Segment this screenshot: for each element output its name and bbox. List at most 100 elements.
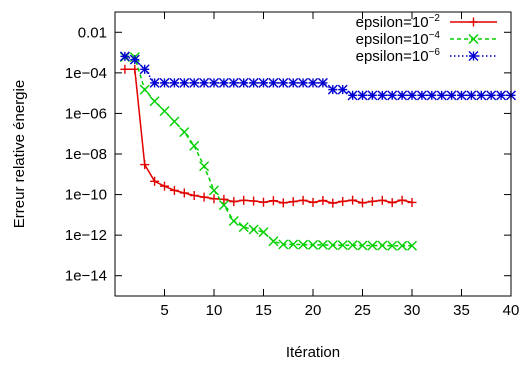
data-point [347, 240, 358, 251]
legend-label: epsilon=10−4 [356, 30, 441, 48]
data-point [258, 227, 269, 238]
data-point [466, 90, 477, 101]
x-tick-label: 30 [404, 302, 421, 319]
plot-frame [114, 11, 512, 297]
x-tick-label: 5 [160, 302, 168, 319]
x-tick-label: 35 [453, 302, 470, 319]
data-point [228, 77, 239, 88]
data-point [397, 240, 408, 251]
data-point [288, 197, 298, 207]
data-point [189, 190, 199, 200]
data-point [278, 77, 289, 88]
series-0 [120, 64, 417, 208]
data-point [298, 195, 308, 205]
data-point [397, 90, 408, 101]
data-point [367, 90, 378, 101]
data-point [486, 90, 497, 101]
data-point [357, 90, 368, 101]
data-point [120, 64, 130, 74]
legend-label: epsilon=10−6 [356, 47, 441, 65]
y-tick-label: 1e−06 [65, 105, 107, 122]
data-point [149, 96, 160, 107]
data-point [367, 196, 377, 206]
y-tick-label: 0.01 [78, 24, 107, 41]
data-point [229, 197, 239, 207]
data-point [338, 196, 348, 206]
data-point [387, 90, 398, 101]
data-point [129, 54, 140, 65]
data-point [119, 51, 130, 62]
data-point [357, 240, 368, 251]
x-tick-labels: 5 10 15 20 25 30 35 40 [160, 302, 519, 319]
data-point [169, 185, 179, 195]
data-point [199, 77, 210, 88]
data-point [139, 64, 150, 75]
data-point [288, 77, 299, 88]
data-point [358, 198, 367, 208]
legend-swatch [450, 17, 497, 27]
data-point [169, 116, 180, 127]
data-point [268, 196, 278, 206]
data-point [150, 176, 160, 186]
data-point [308, 239, 318, 250]
data-point [189, 140, 200, 151]
data-point [298, 77, 309, 88]
data-point [159, 77, 170, 88]
data-point [248, 77, 259, 88]
data-point [189, 77, 200, 88]
data-point [348, 195, 358, 205]
y-axis-label: Erreur relative énergie [11, 80, 28, 228]
data-point [278, 198, 288, 208]
data-point [278, 239, 289, 250]
data-point [268, 236, 279, 247]
data-point [179, 77, 190, 88]
legend-swatch [450, 51, 497, 61]
data-point [446, 90, 457, 101]
data-point [407, 197, 417, 207]
x-tick-label: 20 [305, 302, 322, 319]
ticks-layer [115, 12, 512, 296]
data-point [476, 90, 487, 101]
data-point [318, 196, 328, 206]
data-point [140, 160, 150, 170]
data-point [199, 192, 209, 202]
data-point [209, 185, 219, 196]
x-axis-label: Itération [286, 344, 340, 361]
data-point [160, 181, 169, 191]
data-point [248, 224, 259, 235]
data-point [239, 195, 249, 205]
data-point [298, 239, 309, 250]
data-point [426, 90, 437, 101]
data-point [328, 198, 338, 208]
data-point [347, 90, 358, 101]
data-point [169, 77, 180, 88]
data-point [416, 90, 427, 101]
series-layer [119, 51, 516, 251]
data-point [407, 240, 417, 251]
data-point [367, 240, 378, 251]
y-tick-label: 1e−10 [65, 187, 107, 204]
y-tick-labels: 0.01 1e−04 1e−06 1e−08 1e−10 1e−12 1e−14 [65, 24, 107, 284]
x-tick-label: 25 [354, 302, 371, 319]
data-point [337, 84, 348, 95]
data-point [377, 90, 388, 101]
data-point [337, 240, 348, 251]
data-point [258, 77, 269, 88]
series-2 [119, 51, 516, 101]
data-point [249, 196, 259, 206]
data-point [209, 194, 219, 204]
legend-label: epsilon=10−2 [356, 13, 441, 31]
legend-swatch [450, 34, 497, 44]
data-point [317, 77, 328, 88]
data-point [288, 239, 299, 250]
x-tick-label: 10 [206, 302, 223, 319]
data-point [308, 77, 318, 88]
data-point [159, 106, 170, 117]
y-tick-label: 1e−12 [65, 227, 107, 244]
data-point [179, 127, 190, 138]
data-point [407, 90, 417, 101]
x-tick-label: 15 [255, 302, 272, 319]
data-point [238, 222, 249, 233]
data-point [268, 77, 279, 88]
